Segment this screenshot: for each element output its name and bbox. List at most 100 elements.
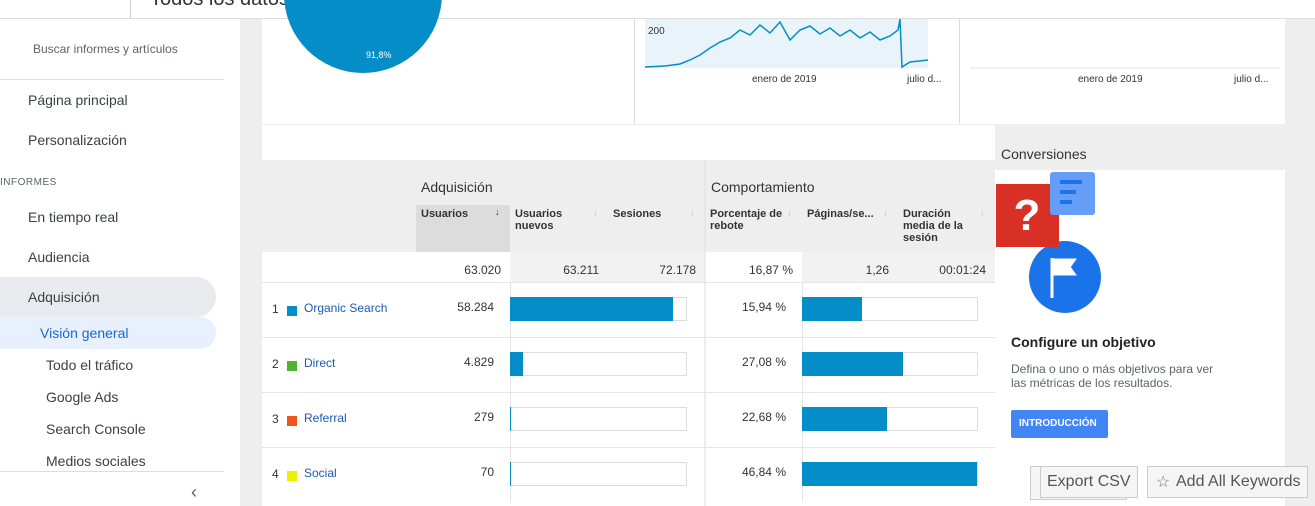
total: 63.020 bbox=[464, 263, 501, 277]
users-bar bbox=[510, 407, 511, 431]
table-top bbox=[262, 125, 995, 160]
flag bbox=[1050, 258, 1077, 298]
nav-subitem[interactable]: Visión general bbox=[40, 325, 129, 341]
panel-title: Conversiones bbox=[1001, 146, 1087, 162]
rank: 2 bbox=[272, 357, 279, 371]
total: 72.178 bbox=[659, 263, 696, 277]
sorted-column bbox=[416, 205, 510, 252]
rank: 4 bbox=[272, 467, 279, 481]
channel-link[interactable]: Referral bbox=[304, 411, 347, 425]
bounce-value: 27,08 % bbox=[741, 355, 786, 369]
users-value: 70 bbox=[480, 465, 494, 479]
keywords-button[interactable]: Add All Keywords bbox=[1147, 466, 1308, 498]
sort-icon: ↓ bbox=[495, 207, 500, 217]
section-label: INFORMES bbox=[0, 177, 57, 188]
users-value: 4.829 bbox=[463, 355, 494, 369]
column-header[interactable]: Usuarios bbox=[421, 208, 469, 220]
goal-heading: Configure un objetivo bbox=[1011, 334, 1156, 350]
start-button[interactable]: INTRODUCCIÓN bbox=[1019, 418, 1097, 429]
pie-label: 91,8% bbox=[366, 50, 392, 60]
bar-track bbox=[510, 462, 687, 486]
divider bbox=[130, 0, 131, 18]
doc-lines bbox=[1060, 180, 1082, 204]
nav-item[interactable]: Página principal bbox=[28, 92, 128, 108]
button-bg bbox=[1011, 410, 1108, 438]
nav-item[interactable]: Adquisición bbox=[28, 289, 100, 305]
total: 16,87 % bbox=[748, 263, 793, 277]
goal-text: Defina o uno o más objetivos para ver la… bbox=[1011, 362, 1214, 390]
total: 63.211 bbox=[563, 263, 599, 277]
nav-subitem[interactable]: Search Console bbox=[46, 421, 146, 437]
channel-link[interactable]: Social bbox=[304, 466, 337, 480]
bounce-value: 22,68 % bbox=[741, 410, 786, 424]
nav-item[interactable]: Personalización bbox=[28, 132, 127, 148]
view-title[interactable]: Todos los datos de sitios web bbox=[150, 0, 410, 11]
group-header: Comportamiento bbox=[711, 179, 815, 195]
divider bbox=[0, 471, 224, 472]
help-glyph: ? bbox=[1014, 191, 1041, 240]
active-bg bbox=[0, 277, 216, 317]
channel-link[interactable]: Organic Search bbox=[304, 301, 388, 315]
sidebar bbox=[0, 19, 240, 506]
nav-subitem[interactable]: Todo el tráfico bbox=[46, 357, 134, 373]
help-icon bbox=[996, 184, 1059, 247]
bounce-bar bbox=[802, 297, 862, 321]
users-value: 58.284 bbox=[457, 300, 494, 314]
bounce-bar bbox=[802, 352, 904, 376]
goal-icon bbox=[1029, 241, 1101, 313]
row-divider bbox=[262, 282, 995, 283]
nav-item[interactable]: Audiencia bbox=[28, 249, 90, 265]
nav-item[interactable]: En tiempo real bbox=[28, 209, 119, 225]
total: 00:01:24 bbox=[939, 263, 986, 277]
column-header[interactable]: Duración media de la sesión bbox=[903, 208, 963, 244]
x-tick-label: julio d... bbox=[907, 74, 942, 85]
users-bar bbox=[510, 297, 673, 321]
sort-icon: ↓ bbox=[593, 207, 598, 217]
bounce-value: 46,84 % bbox=[741, 465, 786, 479]
bar-track bbox=[510, 352, 687, 376]
row-divider bbox=[262, 447, 995, 448]
sort-icon: ↓ bbox=[980, 207, 985, 217]
column-header[interactable]: Sesiones bbox=[613, 208, 662, 220]
bar-track bbox=[510, 407, 687, 431]
x-tick-label: julio d... bbox=[1234, 74, 1269, 85]
totals-bg bbox=[802, 252, 995, 282]
bounce-value: 15,94 % bbox=[741, 300, 786, 314]
sort-icon: ↓ bbox=[883, 207, 888, 217]
column-header[interactable]: Páginas/se... bbox=[807, 208, 874, 220]
collapse[interactable]: ‹ bbox=[191, 482, 197, 502]
legend-swatch bbox=[287, 306, 297, 316]
bounce-bar bbox=[802, 462, 977, 486]
rank: 1 bbox=[272, 302, 279, 316]
divider bbox=[959, 19, 960, 124]
column-header[interactable]: Usuarios nuevos bbox=[515, 208, 563, 232]
row-divider bbox=[262, 392, 995, 393]
totals-bg bbox=[510, 252, 705, 282]
bounce-bar bbox=[802, 407, 887, 431]
divider bbox=[634, 19, 635, 124]
search[interactable]: Buscar informes y artículos bbox=[33, 42, 178, 56]
nav-subitem[interactable]: Medios sociales bbox=[46, 453, 146, 469]
traffic-line bbox=[644, 18, 929, 69]
users-value: 279 bbox=[473, 410, 494, 424]
users-bar bbox=[510, 352, 524, 376]
nav-subitem[interactable]: Google Ads bbox=[46, 389, 119, 405]
total: 1,26 bbox=[865, 263, 889, 277]
y-tick-label: 200 bbox=[648, 26, 665, 37]
selected-bg bbox=[0, 317, 216, 349]
export-button[interactable]: Export CSV bbox=[1040, 466, 1138, 498]
row-divider bbox=[262, 337, 995, 338]
rank: 3 bbox=[272, 412, 279, 426]
column-header[interactable]: Porcentaje de rebote bbox=[710, 208, 783, 232]
legend-swatch bbox=[287, 361, 297, 371]
divider bbox=[0, 79, 224, 80]
sort-icon: ↓ bbox=[690, 207, 695, 217]
x-tick-label: enero de 2019 bbox=[752, 74, 817, 85]
group-header: Adquisición bbox=[421, 179, 493, 195]
x-tick-label: enero de 2019 bbox=[1078, 74, 1143, 85]
channel-link[interactable]: Direct bbox=[304, 356, 336, 370]
conversions-panel bbox=[995, 125, 1285, 506]
sort-icon: ↓ bbox=[787, 207, 792, 217]
pie-slice bbox=[284, 0, 442, 73]
